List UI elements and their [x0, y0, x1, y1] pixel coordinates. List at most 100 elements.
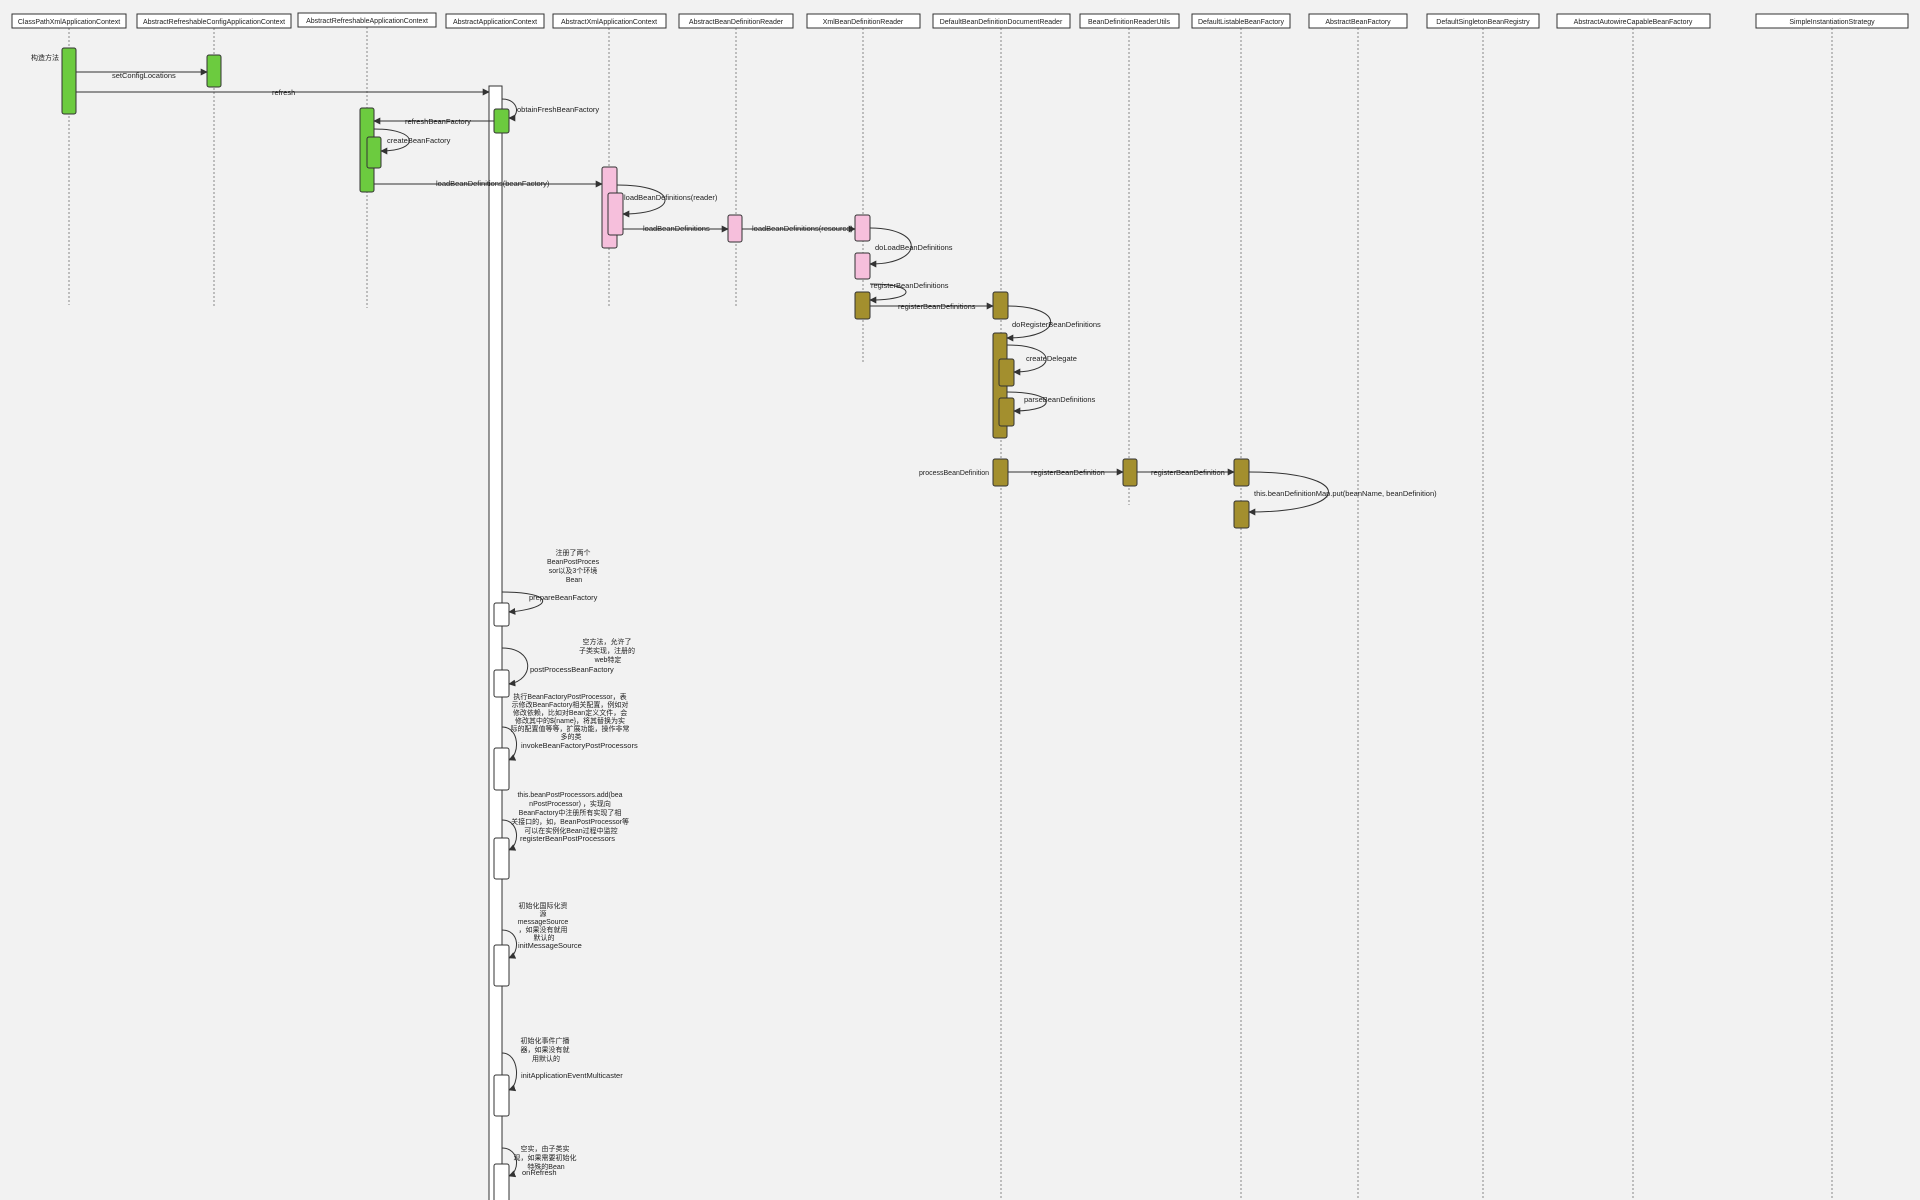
participant-label: SimpleInstantiationStrategy	[1789, 19, 1875, 26]
message-label-registerbeandefinitions: registerBeanDefinitions	[898, 302, 976, 311]
note-constructor: 构造方法	[31, 53, 59, 62]
participant-label: AbstractApplicationContext	[453, 19, 537, 26]
activation-abstractbeandefinitionreader	[727, 214, 743, 243]
activation-setconfiglocations	[206, 54, 222, 88]
message-label-parsebeandefinitions: parseBeanDefinitions	[1024, 395, 1096, 404]
activation-beandefinitionmap-put	[1233, 500, 1250, 529]
message-label-refreshbeanfactory: refreshBeanFactory	[405, 117, 471, 126]
message-label-onrefresh: onRefresh	[522, 1168, 557, 1177]
activation-registerbeandefinitions-doc	[992, 291, 1009, 320]
note-register-bpp: this.beanPostProcessors.add(bea nPostPro…	[511, 792, 631, 835]
note-onrefresh: 空实，由子类实 现，如果需要初始化 特殊的Bean	[514, 1144, 579, 1171]
note-eventmulticaster: 初始化事件广播 器，如果没有就 用默认的	[521, 1036, 572, 1063]
participant-abstractbeanfactory[interactable]: AbstractBeanFactory	[1308, 13, 1408, 29]
participant-label: AbstractAutowireCapableBeanFactory	[1574, 19, 1693, 26]
participant-headers: ClassPathXmlApplicationContext AbstractR…	[11, 12, 1909, 29]
activation-processbeandefinition	[992, 458, 1009, 487]
message-label-obtainfreshbeanfactory: obtainFreshBeanFactory	[517, 105, 599, 114]
activation-parsebeandefinitions	[998, 397, 1015, 427]
message-label-registerbeanpostprocessors: registerBeanPostProcessors	[520, 834, 615, 843]
participant-label: BeanDefinitionReaderUtils	[1088, 19, 1171, 26]
activation-loadbeandefinitions-resource	[854, 214, 871, 242]
participant-defaultsingletonbeanregistry[interactable]: DefaultSingletonBeanRegistry	[1426, 13, 1540, 29]
message-label-initmessagesource: initMessageSource	[518, 941, 582, 950]
participant-simpleinstantiationstrategy[interactable]: SimpleInstantiationStrategy	[1755, 13, 1909, 29]
self-arrow-preparebeanfactory	[501, 591, 544, 615]
message-label-doloadbeandefinitions: doLoadBeanDefinitions	[875, 243, 953, 252]
activation-registerbeandefinitions-xml	[854, 291, 871, 320]
participant-label: AbstractRefreshableApplicationContext	[306, 18, 428, 25]
self-arrow-beandefinitionmap-put	[1248, 471, 1329, 516]
note-postprocess: 空方法，允许了 子类实现，注册的 web特定	[579, 637, 637, 664]
message-label-preparebeanfactory: prepareBeanFactory	[529, 593, 598, 602]
activation-obtainfreshbeanfactory	[493, 108, 510, 134]
participant-abstractxmlapplicationcontext[interactable]: AbstractXmlApplicationContext	[552, 13, 667, 29]
participant-label: AbstractXmlApplicationContext	[561, 19, 657, 26]
message-label-createdelegate: createDelegate	[1026, 354, 1077, 363]
message-label-loadbeandefinitions: loadBeanDefinitions	[643, 224, 710, 233]
participant-abstractapplicationcontext[interactable]: AbstractApplicationContext	[445, 13, 545, 29]
note-invoke-bfpp: 执行BeanFactoryPostProcessor，表 示修改BeanFact…	[511, 692, 632, 741]
participant-label: ClassPathXmlApplicationContext	[18, 19, 120, 26]
self-arrow-registerbeandefinitions	[869, 283, 907, 304]
message-label-registerbeandefinition-utils: registerBeanDefinition	[1031, 468, 1105, 477]
participant-label: DefaultListableBeanFactory	[1198, 19, 1284, 26]
participant-classpathxmlapplicationcontext[interactable]: ClassPathXmlApplicationContext	[11, 13, 127, 29]
activation-preparebeanfactory	[493, 602, 510, 627]
activation-postprocessbeanfactory	[493, 669, 510, 698]
note-prepare: 注册了两个 BeanPostProces sor以及3个环境 Bean	[547, 548, 601, 584]
self-messages	[373, 98, 1329, 1178]
activation-refresh-long	[488, 85, 503, 1200]
message-label-registerbeandefinitions-self: registerBeanDefinitions	[871, 281, 949, 290]
activation-initapplicationeventmulticaster	[493, 1074, 510, 1117]
participant-beandefinitionreaderutils[interactable]: BeanDefinitionReaderUtils	[1079, 13, 1180, 29]
message-label-doregisterbeandefinitions: doRegisterBeanDefinitions	[1012, 320, 1101, 329]
participant-label: AbstractBeanDefinitionReader	[689, 19, 784, 26]
self-arrow-obtainfreshbeanfactory	[501, 98, 517, 122]
self-arrow-doregisterbeandefinitions	[1006, 305, 1051, 342]
activation-loadbeandefinitions-reader	[607, 192, 624, 236]
activation-boxes	[61, 47, 1250, 1200]
note-processbeandefinition: processBeanDefinition	[919, 470, 989, 477]
message-label-initapplicationeventmulticaster: initApplicationEventMulticaster	[521, 1071, 623, 1080]
note-messagesource: 初始化国际化资 源 messageSource ，如果没有就用 默认的	[518, 901, 571, 942]
activation-createdelegate	[998, 358, 1015, 387]
self-arrow-initmessagesource	[501, 929, 517, 959]
message-label-loadbeandefinitions-resource: loadBeanDefinitions(resource)	[752, 224, 853, 233]
self-arrow-createbeanfactory	[373, 128, 410, 155]
activation-registerbeandefinition-factory	[1233, 458, 1250, 487]
message-label-refresh: refresh	[272, 88, 295, 97]
message-label-beandefinitionmap-put: this.beanDefinitionMap.put(beanName, bea…	[1254, 489, 1437, 498]
participant-label: XmlBeanDefinitionReader	[823, 19, 904, 26]
activation-invokebeanfactorypostprocessors	[493, 747, 510, 791]
participant-xmlbeandefinitionreader[interactable]: XmlBeanDefinitionReader	[806, 13, 921, 29]
activation-initmessagesource	[493, 944, 510, 987]
notes: 构造方法 processBeanDefinition 注册了两个 BeanPos…	[31, 53, 989, 1171]
activation-onrefresh	[493, 1163, 510, 1200]
activation-constructor	[61, 47, 77, 115]
message-label-loadbeandefinitions-reader: loadBeanDefinitions(reader)	[624, 193, 718, 202]
straight-messages	[76, 68, 1235, 476]
self-arrow-loadbeandefinitions-reader	[616, 184, 666, 218]
participant-defaultbeandefinitiondocumentreader[interactable]: DefaultBeanDefinitionDocumentReader	[932, 13, 1071, 29]
self-arrow-doloadbeandefinitions	[869, 227, 912, 268]
activation-doloadbeandefinitions	[854, 252, 871, 280]
activation-registerbeandefinition-utils	[1122, 458, 1138, 487]
self-arrow-onrefresh	[501, 1147, 517, 1178]
participant-defaultlistablebeanfactory[interactable]: DefaultListableBeanFactory	[1191, 13, 1291, 29]
message-label-invokebeanfactorypostprocessors: invokeBeanFactoryPostProcessors	[521, 741, 638, 750]
message-label-registerbeandefinition-factory: registerBeanDefinition	[1151, 468, 1225, 477]
self-arrow-parsebeandefinitions	[1006, 391, 1047, 415]
message-labels: setConfigLocations refresh obtainFreshBe…	[112, 71, 1437, 1177]
participant-abstractrefreshableconfigapplicationcontext[interactable]: AbstractRefreshableConfigApplicationCont…	[136, 13, 292, 29]
message-label-createbeanfactory: createBeanFactory	[387, 136, 451, 145]
participant-abstractautowirecapablebeanfactory[interactable]: AbstractAutowireCapableBeanFactory	[1556, 13, 1711, 29]
participant-label: AbstractBeanFactory	[1325, 19, 1391, 26]
message-label-postprocessbeanfactory: postProcessBeanFactory	[530, 665, 614, 674]
message-label-setconfiglocations: setConfigLocations	[112, 71, 176, 80]
participant-abstractrefreshableapplicationcontext[interactable]: AbstractRefreshableApplicationContext	[297, 12, 437, 28]
self-arrow-registerbeanpostprocessors	[501, 819, 517, 851]
participant-abstractbeandefinitionreader[interactable]: AbstractBeanDefinitionReader	[678, 13, 794, 29]
